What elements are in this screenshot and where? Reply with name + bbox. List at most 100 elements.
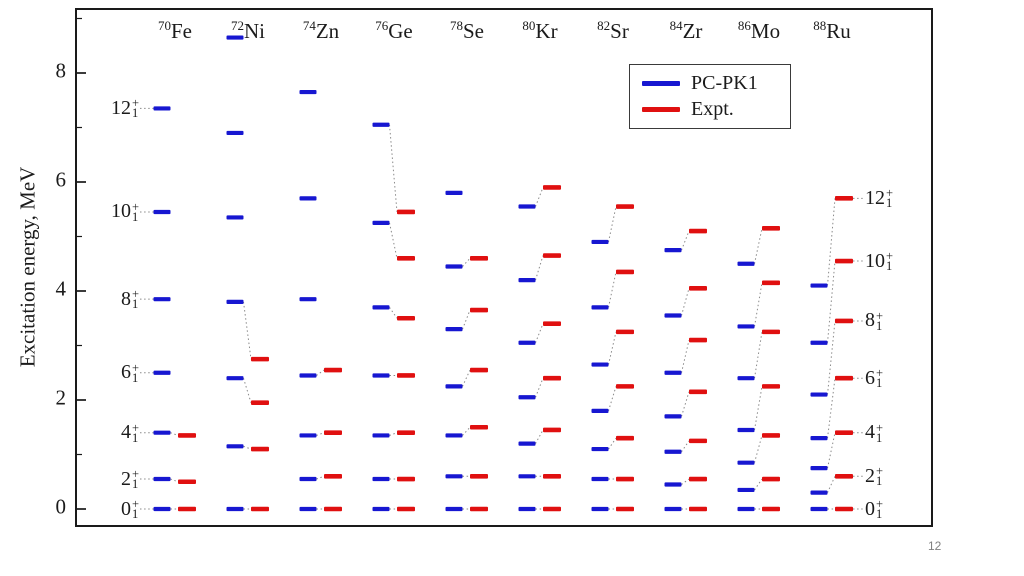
connector-line (681, 440, 690, 453)
level-bar-pcpk1 (591, 362, 609, 367)
level-bar-expt (762, 476, 780, 482)
level-bar-pcpk1 (737, 506, 755, 512)
connector-line (389, 307, 398, 319)
level-bar-expt (762, 280, 780, 286)
level-bar-pcpk1 (226, 506, 244, 512)
level-bar-expt (616, 476, 634, 482)
level-bar-expt (616, 329, 634, 335)
level-bar-pcpk1 (591, 408, 609, 413)
level-bar-expt (543, 506, 561, 512)
level-bar-pcpk1 (445, 506, 463, 512)
connector-line (535, 187, 544, 207)
legend-item-pcpk1: PC-PK1 (642, 72, 778, 95)
level-bar-expt (616, 384, 634, 389)
connector-line (608, 271, 617, 308)
level-bar-pcpk1 (226, 130, 244, 136)
level-bar-expt (689, 228, 707, 234)
connector-line (608, 331, 617, 365)
level-bar-expt (689, 337, 707, 343)
level-bar-expt (616, 435, 634, 441)
level-bar-expt (251, 446, 269, 452)
level-bar-pcpk1 (372, 220, 390, 225)
level-bar-expt (324, 430, 342, 435)
connector-line (754, 478, 763, 491)
level-bar-expt (762, 433, 780, 438)
level-bar-pcpk1 (664, 482, 682, 487)
level-bar-expt (178, 433, 196, 438)
connector-line (754, 282, 763, 327)
y-axis-ticks (77, 17, 86, 510)
connector-line (535, 378, 544, 398)
level-bar-expt (251, 356, 269, 362)
level-bar-pcpk1 (664, 414, 682, 419)
level-bar-pcpk1 (226, 215, 244, 220)
level-bar-expt (616, 269, 634, 275)
level-bar-pcpk1 (445, 474, 463, 479)
y-tick-label-2: 2 (55, 385, 67, 410)
connector-line (827, 260, 836, 343)
connector-line (827, 432, 836, 469)
level-bar-pcpk1 (299, 297, 317, 302)
level-bar-pcpk1 (299, 89, 317, 95)
level-bar-pcpk1 (810, 340, 828, 345)
level-bar-expt (543, 253, 561, 258)
level-bar-expt (324, 367, 342, 373)
connector-line (316, 475, 325, 480)
level-bar-expt (397, 256, 415, 261)
level-bar-pcpk1 (518, 204, 536, 209)
connector-line (535, 323, 544, 343)
level-bar-expt (470, 474, 488, 479)
level-bar-pcpk1 (591, 446, 609, 452)
level-bar-pcpk1 (372, 506, 390, 512)
legend-label-theory: PC-PK1 (691, 71, 758, 94)
level-bar-pcpk1 (518, 340, 536, 345)
level-bar-pcpk1 (372, 122, 390, 127)
connector-line (389, 124, 398, 213)
level-bar-expt (397, 373, 415, 378)
level-bar-expt (762, 506, 780, 512)
level-bar-expt (762, 329, 780, 335)
legend-swatch-expt-line (642, 107, 680, 113)
legend-item-expt: Expt. (642, 98, 778, 121)
level-bar-pcpk1 (591, 239, 609, 245)
level-bar-pcpk1 (299, 196, 317, 201)
level-bar-pcpk1 (226, 299, 244, 304)
level-bar-pcpk1 (445, 190, 463, 195)
level-bar-pcpk1 (810, 466, 828, 471)
connector-line (608, 437, 617, 450)
connector-line (243, 378, 252, 403)
level-bar-expt (689, 506, 707, 512)
level-bar-expt (543, 474, 561, 479)
connector-line (608, 386, 617, 412)
connector-line (681, 478, 690, 485)
y-tick-label-6: 6 (55, 167, 67, 192)
level-bar-expt (324, 474, 342, 479)
connector-line (681, 391, 690, 417)
page-number: 12 (928, 539, 942, 553)
level-bar-pcpk1 (591, 506, 609, 512)
level-bar-pcpk1 (737, 427, 755, 433)
level-bar-expt (835, 474, 853, 479)
connector-line (681, 288, 690, 316)
level-bar-pcpk1 (737, 460, 755, 465)
level-bar-expt (470, 307, 488, 313)
level-bar-pcpk1 (810, 392, 828, 397)
level-bar-pcpk1 (299, 433, 317, 438)
level-bar-expt (762, 226, 780, 231)
level-bar-pcpk1 (664, 449, 682, 454)
level-bar-pcpk1 (591, 476, 609, 482)
level-bar-expt (543, 185, 561, 190)
legend-label-expt: Expt. (691, 98, 734, 121)
level-bar-pcpk1 (518, 474, 536, 479)
level-bar-pcpk1 (445, 384, 463, 389)
level-bar-expt (178, 506, 196, 512)
level-bar-pcpk1 (518, 506, 536, 512)
level-bar-expt (616, 506, 634, 512)
connector-line (535, 429, 544, 444)
connector-line (827, 476, 836, 493)
level-bar-pcpk1 (445, 327, 463, 332)
connector-line (170, 478, 179, 483)
connector-line (243, 301, 252, 360)
connector-line (681, 339, 690, 373)
level-bar-expt (835, 375, 853, 381)
